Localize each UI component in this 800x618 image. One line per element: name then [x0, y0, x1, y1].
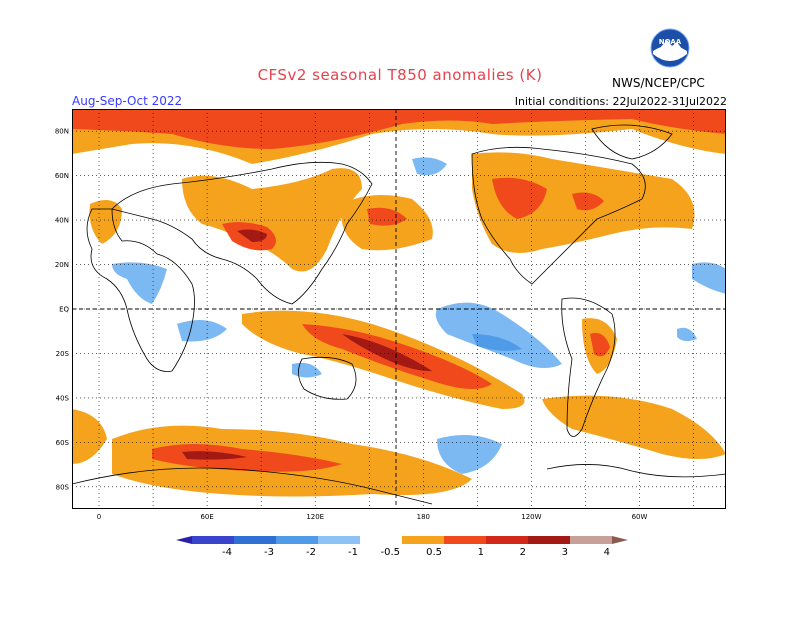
color-bar-segment [444, 536, 486, 544]
lon-tick-label: 120W [521, 513, 541, 521]
lat-tick-label: 80S [56, 483, 70, 491]
anomaly-arctic-strong [72, 109, 726, 149]
anomaly-map: 80N 60N 40N 20N EQ 20S 40S 60S 80S 0 60E 120E 180 120… [55, 109, 726, 521]
anomaly-trop-atlantic-cold [692, 262, 726, 294]
color-bar-label: 1 [478, 547, 484, 558]
anomaly-sw-indian-warm [72, 409, 107, 464]
anomaly-se-pacific-cold [435, 302, 562, 368]
anomaly-north-america-strong [492, 177, 547, 219]
anomaly-spcz-core [342, 334, 432, 372]
axis-ticks: 80N 60N 40N 20N EQ 20S 40S 60S 80S 0 60E 120E 180 120… [55, 128, 648, 521]
lat-tick-label: 40N [55, 217, 69, 225]
color-bar-segment [234, 536, 276, 544]
color-bar-label: -0.5 [380, 547, 400, 558]
lat-tick-label: 60S [56, 439, 70, 447]
anomaly-south-america-strong [590, 332, 610, 357]
color-bar-segment [528, 536, 570, 544]
anomaly-southern-ocean-core [182, 451, 247, 460]
season-label: Aug-Sep-Oct 2022 [72, 94, 183, 108]
lon-tick-label: 60W [632, 513, 648, 521]
anomaly-europe-warm [89, 200, 122, 244]
anomaly-central-asia-core [237, 229, 267, 242]
color-bar-label: -2 [306, 547, 316, 558]
lon-tick-label: 120E [306, 513, 324, 521]
color-bar-arrow-high [612, 536, 628, 544]
color-bar-label: 0.5 [426, 547, 442, 558]
color-bar-segment [318, 536, 360, 544]
color-bar-arrow-low [176, 536, 192, 544]
color-bar-segment [486, 536, 528, 544]
lat-tick-label: 20S [56, 350, 70, 358]
color-bar-label: -3 [264, 547, 274, 558]
anomaly-southern-ocean-strong [152, 444, 342, 472]
lat-tick-label: 40S [56, 394, 70, 402]
lat-tick-label: 20N [55, 261, 69, 269]
color-bar-label: -4 [222, 547, 232, 558]
color-bar-segment [402, 536, 444, 544]
logo-text: NOAA [659, 38, 682, 46]
lon-tick-label: 180 [417, 513, 430, 521]
color-bar-segment [192, 536, 234, 544]
color-bar-segment [276, 536, 318, 544]
lon-tick-label: 0 [97, 513, 101, 521]
lat-tick-label: 80N [55, 128, 69, 136]
anomaly-se-pacific-cold-mid [472, 334, 522, 351]
color-bar-segment [360, 536, 402, 544]
map-frame [72, 109, 726, 509]
anomaly-se-pacific-cold-small [677, 327, 697, 342]
anomaly-nw-pacific-strong [367, 207, 407, 226]
color-bar-label: -1 [348, 547, 358, 558]
color-bar-label: 4 [604, 547, 610, 558]
map-title: CFSv2 seasonal T850 anomalies (K) [257, 66, 543, 84]
color-bar-segment [570, 536, 612, 544]
lat-tick-label: EQ [59, 306, 69, 314]
anomaly-south-pacific-cold [437, 435, 502, 474]
color-bar-label: 2 [520, 547, 526, 558]
coastlines [72, 124, 726, 505]
logo: NOAA [650, 28, 690, 68]
initial-conditions-label: Initial conditions: 22Jul2022-31Jul2022 [514, 95, 727, 108]
lat-tick-label: 60N [55, 172, 69, 180]
agency-label: NWS/NCEP/CPC [612, 76, 705, 90]
anomaly-canada-east-strong [572, 192, 604, 211]
lon-tick-label: 60E [200, 513, 213, 521]
anomaly-indian-ocean-cold [177, 320, 227, 342]
anomaly-bering-cold [412, 157, 447, 176]
color-bar: -4 -3 -2 -1 -0.5 0.5 1 2 3 4 [176, 536, 628, 558]
color-bar-label: 3 [562, 547, 568, 558]
